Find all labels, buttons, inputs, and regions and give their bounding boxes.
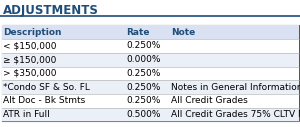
Bar bbox=[2, 80, 298, 94]
Text: 0.250%: 0.250% bbox=[126, 69, 160, 78]
Text: > $350,000: > $350,000 bbox=[3, 69, 56, 78]
Text: 0.250%: 0.250% bbox=[126, 83, 160, 92]
Bar bbox=[2, 53, 298, 67]
Text: Alt Doc - Bk Stmts: Alt Doc - Bk Stmts bbox=[3, 96, 85, 105]
Text: < $150,000: < $150,000 bbox=[3, 42, 56, 50]
Text: Notes in General Information: Notes in General Information bbox=[171, 83, 300, 92]
Text: ATR in Full: ATR in Full bbox=[3, 110, 50, 119]
Text: Description: Description bbox=[3, 28, 61, 37]
Text: Rate: Rate bbox=[126, 28, 149, 37]
Bar bbox=[2, 67, 298, 80]
Text: All Credit Grades: All Credit Grades bbox=[171, 96, 248, 105]
Bar bbox=[2, 39, 298, 53]
Text: *Condo SF & So. FL: *Condo SF & So. FL bbox=[3, 83, 90, 92]
Text: 0.000%: 0.000% bbox=[126, 55, 160, 64]
Bar bbox=[2, 108, 298, 121]
Text: ≥ $150,000: ≥ $150,000 bbox=[3, 55, 56, 64]
Bar bbox=[2, 25, 298, 121]
Text: All Credit Grades 75% CLTV Max: All Credit Grades 75% CLTV Max bbox=[171, 110, 300, 119]
Bar bbox=[2, 25, 298, 39]
Text: 0.500%: 0.500% bbox=[126, 110, 160, 119]
Text: 0.250%: 0.250% bbox=[126, 96, 160, 105]
Text: 0.250%: 0.250% bbox=[126, 42, 160, 50]
Bar bbox=[2, 94, 298, 108]
Text: ADJUSTMENTS: ADJUSTMENTS bbox=[3, 4, 99, 17]
Text: Note: Note bbox=[171, 28, 195, 37]
